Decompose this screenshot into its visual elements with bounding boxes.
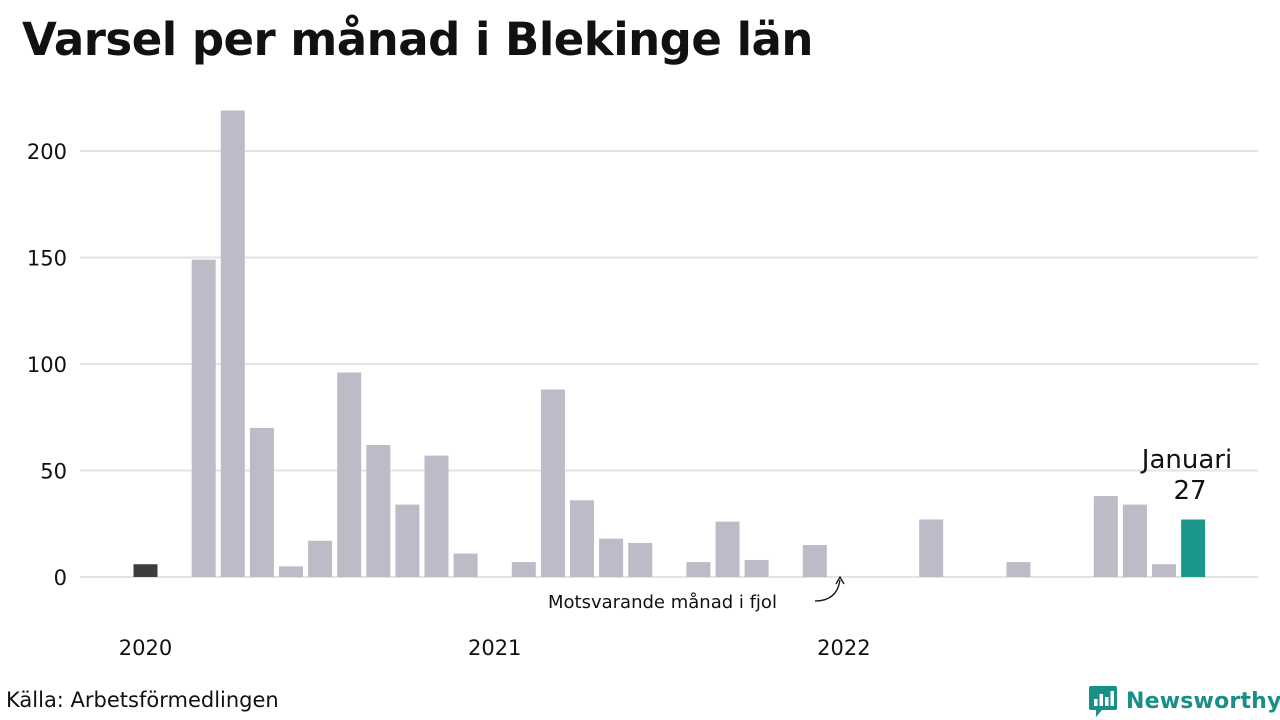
bar-2020-01 bbox=[133, 564, 158, 577]
bar-2022-12 bbox=[1152, 564, 1176, 577]
bar-2020-10 bbox=[395, 504, 420, 577]
bar-2021-02 bbox=[511, 562, 536, 577]
bar-2022-11 bbox=[1122, 504, 1147, 577]
highlight-month-label: Januari bbox=[1140, 445, 1232, 475]
bar-2020-08 bbox=[337, 372, 362, 577]
y-tick-label: 50 bbox=[40, 460, 67, 484]
annotation-text: Motsvarande månad i fjol bbox=[548, 592, 777, 613]
y-tick-label: 100 bbox=[27, 353, 67, 377]
brand-name: Newsworthy bbox=[1126, 688, 1280, 714]
annotation-group: Motsvarande månad i fjol bbox=[548, 575, 845, 613]
highlight-value-label: 27 bbox=[1173, 476, 1206, 506]
bar-2022-10 bbox=[1093, 496, 1118, 577]
bar-2022-04 bbox=[919, 519, 944, 577]
x-axis-ticks: 2020 2021 2022 bbox=[119, 636, 871, 660]
y-tick-label: 0 bbox=[54, 566, 67, 590]
newsworthy-logo-icon bbox=[1089, 686, 1117, 717]
y-tick-label: 200 bbox=[27, 140, 67, 164]
bar-2020-03 bbox=[191, 259, 216, 577]
bar-2020-05 bbox=[249, 427, 274, 577]
bar-2020-04 bbox=[220, 110, 245, 577]
bar-2020-11 bbox=[424, 455, 449, 577]
chart-title: Varsel per månad i Blekinge län bbox=[22, 13, 813, 66]
x-tick-label: 2022 bbox=[817, 636, 870, 660]
annotation-arrow bbox=[814, 579, 841, 602]
bar-2021-08 bbox=[686, 562, 711, 577]
bar-2022-07 bbox=[1006, 562, 1031, 577]
highlight-label: Januari 27 bbox=[1140, 445, 1232, 506]
bar-2021-10 bbox=[744, 559, 769, 577]
brand-logo[interactable]: Newsworthy bbox=[1088, 684, 1280, 718]
bar-2021-04 bbox=[570, 500, 594, 577]
x-tick-label: 2020 bbox=[119, 636, 172, 660]
bar-2020-12 bbox=[453, 553, 478, 577]
y-tick-label: 150 bbox=[27, 247, 67, 271]
bar-2021-05 bbox=[599, 538, 624, 577]
bar-2020-06 bbox=[279, 566, 303, 577]
bars bbox=[133, 110, 1206, 577]
grid-lines bbox=[80, 150, 1258, 578]
source-note: Källa: Arbetsförmedlingen bbox=[6, 688, 279, 712]
x-tick-label: 2021 bbox=[468, 636, 521, 660]
bar-2023-01 bbox=[1181, 519, 1206, 577]
bar-2021-06 bbox=[628, 542, 653, 577]
bar-2020-09 bbox=[366, 444, 391, 577]
y-axis-ticks: 0 50 100 150 200 bbox=[27, 140, 67, 590]
annotation-arrowhead bbox=[835, 575, 845, 585]
bar-2021-12 bbox=[802, 545, 827, 577]
bar-2021-09 bbox=[715, 521, 740, 577]
bar-2020-07 bbox=[308, 540, 333, 577]
bar-2021-03 bbox=[540, 389, 565, 577]
